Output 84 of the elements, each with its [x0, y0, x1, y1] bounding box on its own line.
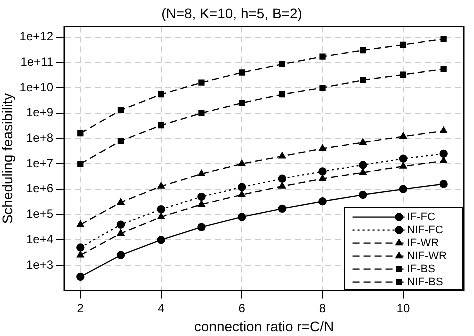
point: [157, 205, 166, 214]
point: [359, 138, 367, 145]
point: [76, 244, 85, 252]
x-tick-label: 2: [77, 301, 84, 316]
point: [158, 182, 165, 189]
point: [157, 236, 166, 244]
point: [117, 230, 125, 236]
x-tick-label: 10: [396, 301, 410, 316]
point: [399, 185, 408, 194]
point: [238, 160, 246, 166]
point: [360, 77, 366, 84]
point: [77, 220, 84, 228]
point: [318, 168, 327, 176]
point: [399, 154, 408, 163]
point: [360, 48, 366, 54]
point: [116, 220, 126, 229]
point: [78, 160, 84, 168]
point: [319, 174, 326, 182]
legend-label: NIF-BS: [407, 276, 444, 288]
point: [279, 92, 286, 98]
point: [117, 198, 125, 206]
point: [76, 272, 85, 282]
y-tick-label: 1e+11: [20, 54, 54, 69]
legend-label: IF-FC: [407, 211, 436, 224]
point: [118, 138, 124, 144]
chart-title: (N=8, K=10, h=5, B=2): [162, 5, 302, 22]
x-tick-label: 4: [158, 301, 166, 316]
point: [278, 182, 286, 189]
point: [238, 213, 246, 222]
point: [440, 126, 448, 134]
y-tick-label: 1e+3: [26, 258, 54, 272]
point: [279, 61, 286, 68]
point: [400, 132, 408, 140]
x-axis-title: connection ratio r=C/N: [194, 318, 334, 334]
y-tick-label: 1e+8: [26, 131, 54, 146]
point: [318, 198, 327, 206]
point: [198, 110, 205, 116]
y-tick-label: 1e+6: [26, 182, 54, 196]
point: [238, 183, 246, 192]
point: [359, 168, 367, 176]
point: [198, 223, 206, 232]
legend-label: NIF-FC: [407, 224, 444, 236]
point: [116, 251, 126, 260]
y-tick-label: 1e+5: [26, 207, 54, 222]
point: [198, 192, 206, 202]
point: [359, 190, 368, 200]
point: [158, 213, 165, 220]
point: [238, 70, 246, 76]
point: [118, 107, 124, 114]
point: [198, 80, 205, 86]
point: [440, 36, 447, 42]
y-tick-label: 1e+4: [26, 232, 54, 246]
legend-label: IF-BS: [407, 263, 436, 276]
point: [278, 174, 287, 183]
point: [78, 130, 84, 137]
point: [319, 144, 326, 152]
y-tick-label: 1e+9: [26, 106, 54, 120]
point: [198, 170, 206, 176]
point: [400, 42, 407, 48]
point: [238, 190, 246, 198]
legend-label: IF-WR: [407, 237, 440, 250]
y-tick-label: 1e+10: [20, 80, 54, 94]
point: [320, 84, 326, 92]
x-tick-label: 6: [238, 301, 246, 316]
point: [158, 122, 164, 129]
point: [77, 251, 84, 258]
x-tick-label: 8: [319, 301, 326, 316]
point: [158, 92, 164, 98]
point: [440, 66, 447, 72]
y-tick-label: 1e+7: [26, 156, 54, 170]
point: [400, 162, 408, 169]
point: [440, 150, 448, 158]
point: [198, 200, 206, 208]
point: [400, 72, 407, 78]
point: [278, 152, 286, 159]
point: [440, 180, 448, 188]
point: [238, 100, 246, 106]
legend-label: NIF-WR: [407, 250, 448, 262]
point: [359, 161, 368, 170]
point: [278, 204, 287, 214]
y-tick-label: 1e+12: [20, 30, 54, 44]
y-axis-title: Scheduling feasibility: [0, 93, 16, 224]
point: [440, 157, 448, 164]
point: [320, 54, 326, 60]
